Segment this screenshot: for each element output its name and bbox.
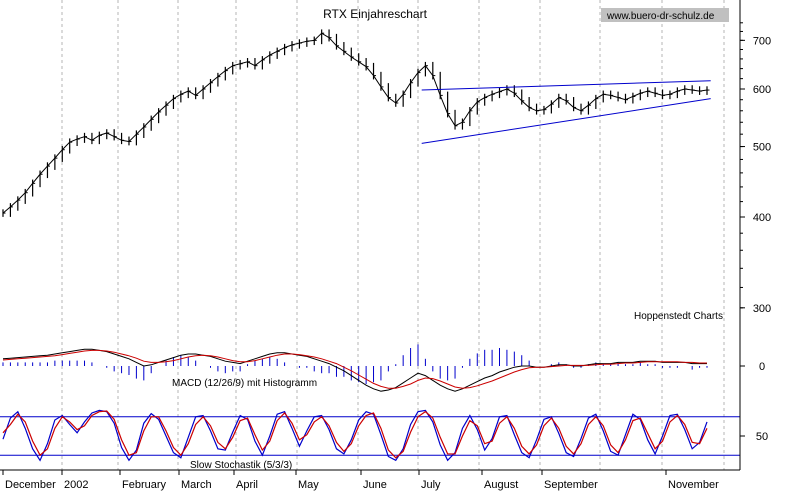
x-month-label: August (484, 479, 518, 491)
price-line (2, 32, 708, 214)
stochastic-panel (0, 409, 740, 462)
x-month-label: June (363, 479, 387, 491)
axis-layer: 300 400 500 600 700 0 50 December 2002 February Ma… (0, 0, 771, 491)
macd-line (2, 348, 707, 392)
price-y-label: 500 (753, 142, 771, 154)
x-month-label: March (181, 479, 212, 491)
x-month-label: July (421, 479, 441, 491)
price-y-label: 400 (753, 212, 771, 224)
x-month-label: February (122, 479, 167, 491)
price-y-label: 300 (753, 303, 771, 315)
x-month-label: April (236, 479, 258, 491)
x-month-label: December (5, 479, 56, 491)
x-month-label: May (298, 479, 319, 491)
x-month-label: September (544, 479, 598, 491)
stochastic-d-line (2, 410, 708, 459)
macd-panel (2, 344, 708, 392)
stochastic-k-line (2, 409, 708, 462)
x-month-label: 2002 (64, 479, 88, 491)
trend-line-lower (421, 98, 711, 144)
watermark-box (601, 8, 729, 22)
stochastic-y-label: 50 (756, 431, 768, 443)
price-panel (2, 29, 711, 217)
price-y-label: 700 (753, 35, 771, 47)
stochastic-label: Slow Stochastik (5/3/3) (190, 460, 292, 471)
macd-label: MACD (12/26/9) mit Histogramm (172, 378, 317, 389)
watermark-link[interactable]: www.buero-dr-schulz.de (606, 11, 715, 22)
macd-y-label: 0 (759, 361, 765, 373)
grid-layer (61, 0, 725, 470)
price-y-label: 600 (753, 84, 771, 96)
source-label: Hoppenstedt Charts (634, 311, 723, 322)
chart-title: RTX Einjahreschart (323, 7, 427, 21)
trend-line-upper (421, 80, 711, 91)
macd-signal-line (2, 349, 707, 389)
x-month-label: November (668, 479, 719, 491)
